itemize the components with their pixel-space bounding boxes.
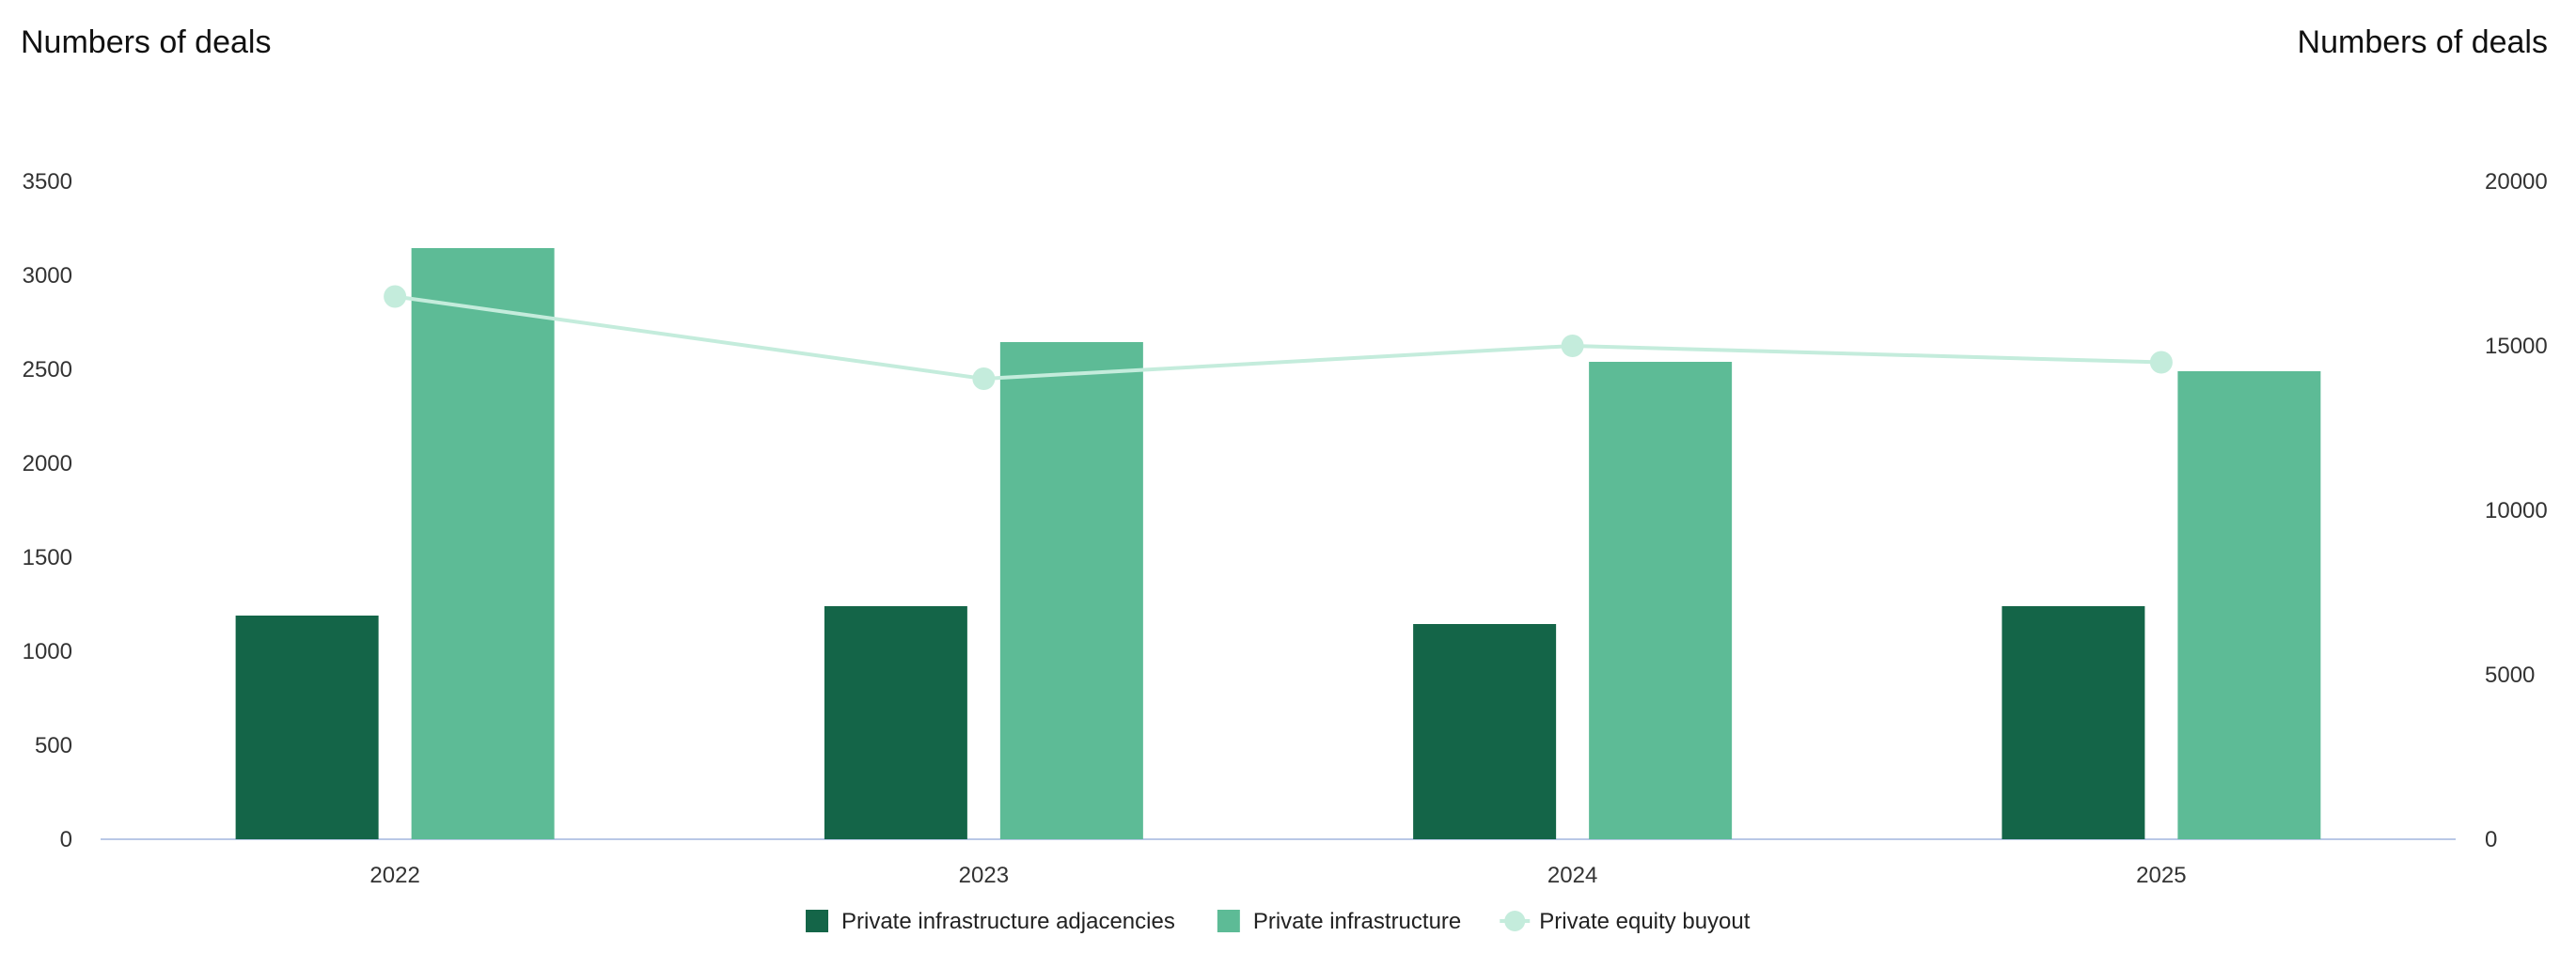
bar-adjacencies: [2002, 606, 2145, 839]
right-tick-label: 0: [2485, 827, 2497, 852]
legend-line-marker: [1504, 911, 1526, 931]
left-tick-label: 2000: [23, 451, 72, 476]
left-tick-label: 3000: [23, 263, 72, 289]
x-tick-label: 2023: [959, 863, 1009, 888]
line-private-equity-buyout: [394, 294, 2161, 382]
left-tick-label: 1000: [23, 639, 72, 664]
right-tick-label: 15000: [2485, 334, 2548, 359]
line-point: [2149, 351, 2173, 374]
legend-label: Private equity buyout: [1539, 909, 1750, 934]
right-tick-label: 10000: [2485, 498, 2548, 523]
left-tick-label: 3500: [23, 169, 72, 195]
x-tick-label: 2022: [369, 863, 419, 888]
line-point: [1561, 335, 1584, 357]
left-tick-label: 0: [60, 827, 72, 852]
right-axis-title: Numbers of deals: [2298, 24, 2548, 60]
line-point: [384, 285, 407, 308]
legend-swatch: [1217, 910, 1240, 932]
left-tick-label: 500: [35, 733, 72, 758]
line-point: [972, 367, 996, 390]
legend-swatch: [806, 910, 828, 932]
bar-infrastructure: [2177, 371, 2321, 839]
right-tick-label: 5000: [2485, 663, 2535, 688]
bar-adjacencies: [235, 616, 379, 839]
left-tick-label: 2500: [23, 357, 72, 383]
right-tick-label: 20000: [2485, 169, 2548, 195]
x-tick-label: 2024: [1547, 863, 1597, 888]
legend-label: Private infrastructure: [1253, 909, 1461, 934]
bar-adjacencies: [1413, 624, 1557, 839]
legend-label: Private infrastructure adjacencies: [841, 909, 1175, 934]
bar-adjacencies: [824, 606, 967, 839]
bar-infrastructure: [1589, 362, 1733, 839]
bar-infrastructure: [411, 248, 555, 839]
x-tick-label: 2025: [2136, 863, 2186, 888]
bar-infrastructure: [999, 342, 1143, 839]
left-tick-label: 1500: [23, 545, 72, 570]
left-axis-title: Numbers of deals: [21, 24, 271, 60]
